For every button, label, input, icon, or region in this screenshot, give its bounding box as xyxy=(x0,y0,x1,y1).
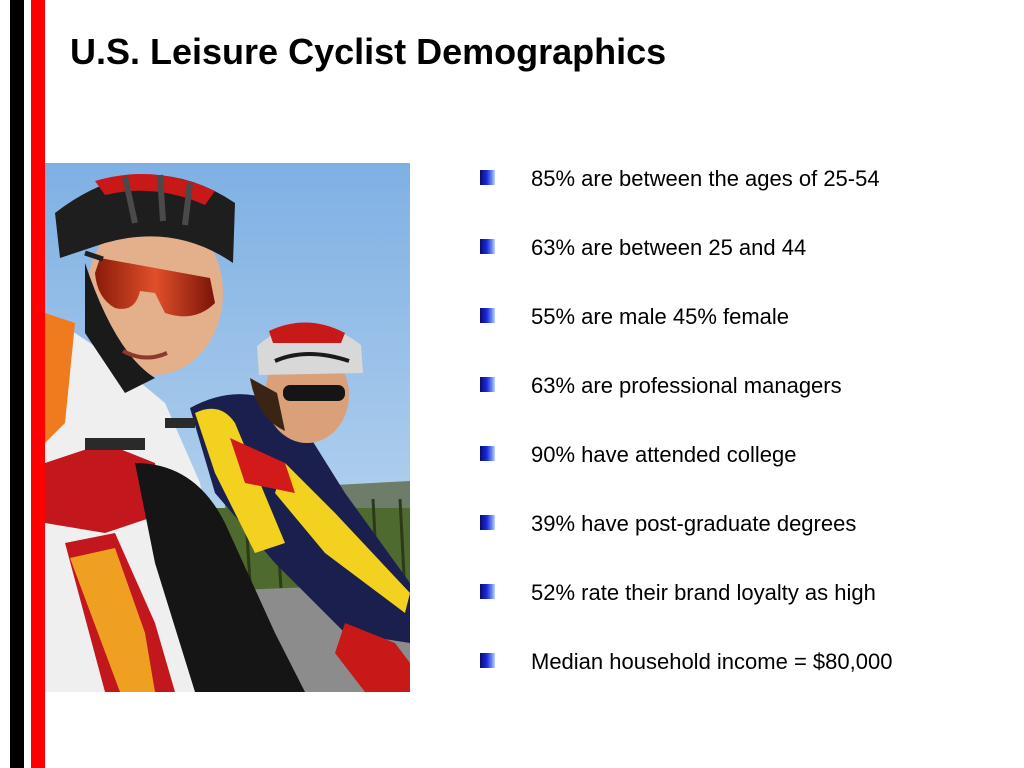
square-bullet-icon xyxy=(480,377,495,392)
list-item: Median household income = $80,000 xyxy=(480,646,1010,715)
square-bullet-icon xyxy=(480,584,495,599)
demographics-list: 85% are between the ages of 25-54 63% ar… xyxy=(480,163,1010,715)
bullet-text: 52% rate their brand loyalty as high xyxy=(531,580,876,605)
list-item: 63% are between 25 and 44 xyxy=(480,232,1010,301)
square-bullet-icon xyxy=(480,308,495,323)
left-red-stripe xyxy=(31,0,45,768)
slide-title: U.S. Leisure Cyclist Demographics xyxy=(70,31,667,72)
list-item: 55% are male 45% female xyxy=(480,301,1010,370)
list-item: 90% have attended college xyxy=(480,439,1010,508)
bullet-text: 55% are male 45% female xyxy=(531,304,790,329)
list-item: 52% rate their brand loyalty as high xyxy=(480,577,1010,646)
square-bullet-icon xyxy=(480,170,495,185)
bullet-text: 39% have post-graduate degrees xyxy=(531,511,857,536)
square-bullet-icon xyxy=(480,515,495,530)
bullet-text: 90% have attended college xyxy=(531,442,797,467)
list-item: 63% are professional managers xyxy=(480,370,1010,439)
bullet-text: 63% are between 25 and 44 xyxy=(531,235,807,260)
bullet-text: 85% are between the ages of 25-54 xyxy=(531,166,880,191)
bullet-text: Median household income = $80,000 xyxy=(531,649,893,674)
square-bullet-icon xyxy=(480,653,495,668)
cyclists-photo xyxy=(45,163,410,692)
left-black-stripe xyxy=(10,0,24,768)
list-item: 85% are between the ages of 25-54 xyxy=(480,163,1010,232)
square-bullet-icon xyxy=(480,446,495,461)
square-bullet-icon xyxy=(480,239,495,254)
bullet-text: 63% are professional managers xyxy=(531,373,842,398)
list-item: 39% have post-graduate degrees xyxy=(480,508,1010,577)
